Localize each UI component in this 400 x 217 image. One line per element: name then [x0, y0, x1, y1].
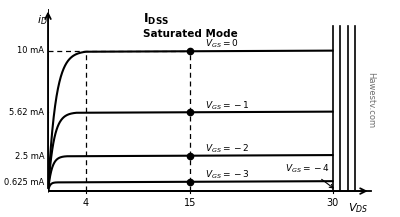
Text: $V_{GS} = 0$: $V_{GS} = 0$ — [204, 38, 238, 50]
Text: $V_{GS} = -4$: $V_{GS} = -4$ — [285, 162, 333, 188]
Text: 10 mA: 10 mA — [17, 46, 44, 55]
Text: 0.625 mA: 0.625 mA — [4, 178, 44, 187]
Text: $\mathbf{I_{DSS}}$: $\mathbf{I_{DSS}}$ — [143, 12, 169, 28]
Text: 4: 4 — [83, 198, 89, 208]
Text: $V_{DS}$: $V_{DS}$ — [348, 201, 369, 215]
Text: 30: 30 — [326, 198, 339, 208]
Text: 2.5 mA: 2.5 mA — [14, 151, 44, 161]
Text: $V_{GS} = -3$: $V_{GS} = -3$ — [204, 168, 249, 181]
Text: 15: 15 — [184, 198, 196, 208]
Text: $V_{GS} = -1$: $V_{GS} = -1$ — [204, 99, 249, 112]
Text: $V_{GS} = -2$: $V_{GS} = -2$ — [204, 143, 249, 155]
Text: Hawestv.com: Hawestv.com — [366, 72, 375, 128]
Text: $i_D$: $i_D$ — [37, 13, 48, 27]
Text: 5.62 mA: 5.62 mA — [9, 108, 44, 117]
Text: Saturated Mode: Saturated Mode — [143, 29, 238, 39]
